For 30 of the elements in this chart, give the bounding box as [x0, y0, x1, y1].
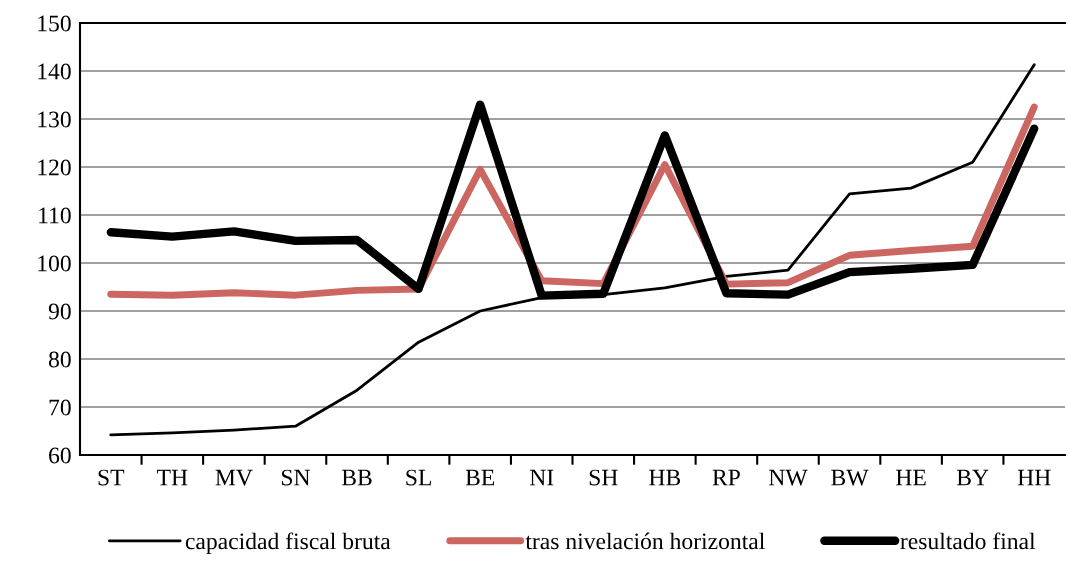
y-tick-label: 60	[49, 447, 71, 464]
x-tick-label: BB	[341, 469, 372, 486]
legend-label: resultado final	[900, 532, 1036, 550]
x-tick-label: ST	[98, 469, 125, 486]
x-tick-label: NW	[768, 469, 808, 486]
x-tick-label: SN	[281, 469, 311, 486]
line-series	[109, 63, 1036, 437]
y-tick-label: 80	[48, 351, 71, 368]
x-tick-label: HH	[1017, 469, 1051, 486]
x-tick-label: SL	[406, 469, 431, 486]
y-tick-label: 140	[38, 63, 71, 80]
legend-label: tras nivelación horizontal	[525, 532, 765, 550]
x-tick-label: TH	[157, 469, 188, 486]
x-tick-label: NI	[529, 469, 554, 486]
x-tick-label: RP	[712, 469, 740, 486]
x-tick-label: BW	[831, 469, 869, 486]
x-tick-label: HE	[896, 469, 926, 486]
y-tick-label: 130	[38, 111, 71, 128]
x-tick-label: MV	[215, 469, 253, 486]
x-tick-label: BY	[956, 469, 989, 486]
y-tick-label: 110	[39, 207, 71, 224]
x-tick-label: BE	[465, 469, 495, 486]
y-tick-label: 70	[49, 399, 71, 416]
y-tick-label: 100	[38, 255, 71, 272]
x-tick-label: HB	[649, 469, 681, 486]
legend-label: capacidad fiscal bruta	[185, 532, 391, 555]
y-tick-label: 120	[38, 159, 71, 176]
y-tick-label: 150	[38, 15, 71, 32]
x-tick-label: SH	[589, 469, 618, 486]
y-tick-label: 90	[48, 303, 71, 320]
